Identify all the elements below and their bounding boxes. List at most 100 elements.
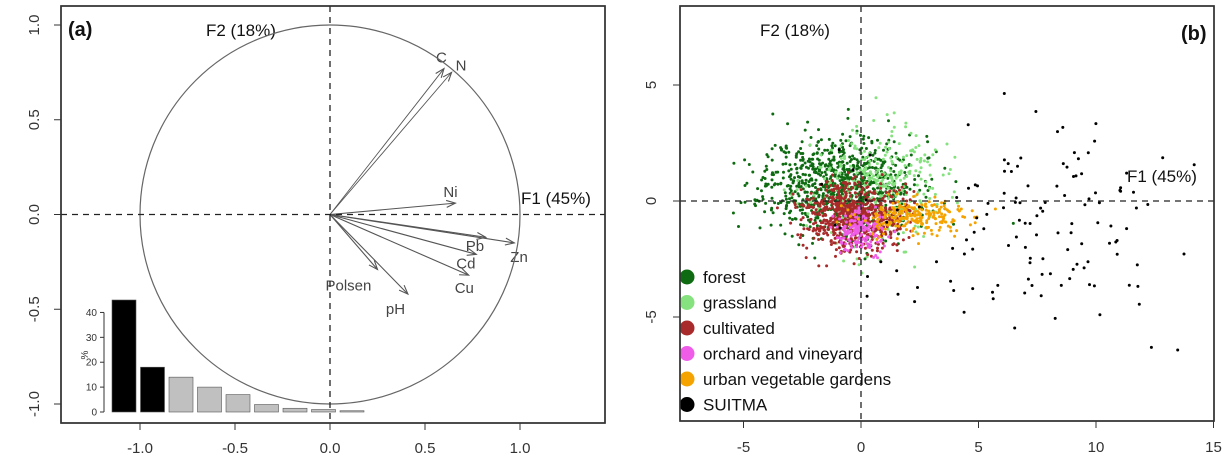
data-point (853, 181, 857, 185)
data-point (846, 179, 850, 183)
data-point (893, 201, 897, 205)
data-point (808, 225, 812, 229)
series-SUITMA (820, 92, 1196, 352)
data-point (883, 199, 887, 203)
data-point (868, 190, 872, 194)
data-point (800, 140, 804, 144)
data-point (896, 292, 900, 296)
data-point (819, 209, 823, 213)
data-point (870, 139, 874, 143)
data-point (816, 188, 820, 192)
data-point (871, 232, 874, 236)
data-point (844, 204, 848, 208)
data-point (863, 219, 867, 223)
data-point (900, 185, 904, 189)
data-point (800, 181, 804, 185)
data-point (923, 204, 927, 208)
data-point (789, 177, 793, 181)
data-point (878, 224, 882, 227)
data-point (786, 184, 790, 187)
data-point (859, 133, 862, 137)
data-point (837, 196, 841, 200)
data-point (764, 201, 768, 205)
data-point (823, 177, 827, 181)
data-point (788, 187, 792, 191)
data-point (1016, 164, 1019, 168)
data-point (903, 164, 907, 168)
data-point (806, 120, 810, 124)
data-point (933, 192, 937, 196)
data-point (861, 137, 865, 141)
scree-bar (339, 410, 365, 413)
data-point (870, 248, 874, 252)
data-point (807, 157, 811, 161)
data-point (906, 220, 910, 224)
data-point (1149, 345, 1153, 349)
legend-marker (679, 346, 695, 361)
legend-label: SUITMA (703, 396, 768, 415)
data-point (852, 202, 856, 206)
data-point (865, 294, 869, 298)
data-point (813, 218, 817, 222)
data-point (991, 297, 995, 301)
legend-label: urban vegetable gardens (703, 370, 891, 389)
data-point (1035, 233, 1038, 237)
data-point (872, 222, 875, 226)
data-point (913, 265, 917, 269)
data-point (862, 170, 866, 174)
data-point (835, 225, 839, 229)
data-point (867, 136, 871, 140)
data-point (930, 232, 934, 236)
data-point (924, 184, 928, 188)
data-point (843, 177, 847, 181)
data-point (967, 186, 970, 190)
data-point (1109, 224, 1113, 228)
data-point (817, 233, 821, 236)
data-point (865, 186, 869, 189)
data-point (852, 146, 856, 150)
data-point (882, 161, 886, 165)
vector-arrowhead-polsen (368, 260, 379, 271)
y-tick-label: -1.0 (26, 391, 43, 417)
data-point (937, 208, 941, 212)
data-point (952, 190, 956, 194)
data-point (890, 195, 894, 199)
vector-arrowhead-c (435, 67, 445, 78)
data-point (904, 125, 908, 129)
data-point (1080, 242, 1084, 246)
vector-label-ph: pH (386, 301, 405, 318)
data-point (804, 165, 808, 169)
data-point (805, 190, 809, 194)
data-point (876, 179, 880, 182)
data-point (901, 231, 905, 235)
data-point (841, 212, 845, 216)
data-point (894, 151, 898, 155)
data-point (842, 166, 846, 170)
data-point (849, 194, 852, 198)
data-point (853, 209, 857, 213)
data-point (874, 205, 877, 209)
data-point (787, 169, 791, 173)
data-point (779, 146, 783, 150)
data-point (875, 237, 879, 241)
data-point (953, 234, 957, 238)
data-point (782, 170, 785, 174)
data-point (781, 176, 785, 180)
panel-b-scatter: (b) F1 (45%) F2 (18%) -5 0 5 10 15 5 0 -5 fores… (643, 5, 1222, 456)
data-point (1119, 186, 1123, 190)
data-point (844, 237, 848, 241)
data-point (891, 201, 895, 205)
data-point (943, 207, 947, 211)
data-point (761, 197, 765, 201)
data-point (1034, 110, 1038, 113)
data-point (804, 178, 808, 182)
data-point (869, 240, 873, 244)
data-point (937, 228, 941, 232)
data-point (1002, 206, 1005, 210)
data-point (849, 234, 853, 238)
data-point (1002, 191, 1006, 195)
data-point (771, 112, 775, 116)
data-point (879, 186, 883, 190)
data-point (874, 170, 878, 174)
data-point (880, 173, 884, 177)
